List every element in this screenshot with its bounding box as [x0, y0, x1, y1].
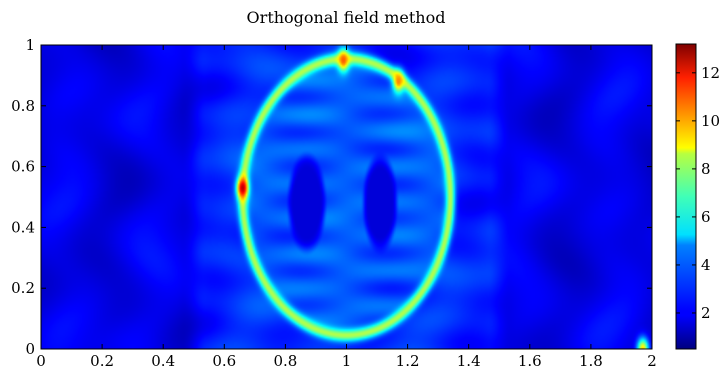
colorbar-tick-label: 6	[701, 208, 711, 226]
heatmap-image	[41, 45, 652, 349]
x-tick-label: 0	[36, 352, 46, 369]
colorbar-tick-label: 10	[701, 112, 720, 130]
y-tick-label: 0	[25, 340, 35, 358]
x-tick-label: 0.2	[90, 352, 114, 369]
x-tick-label: 1.8	[579, 352, 603, 369]
x-tick-label: 1	[342, 352, 352, 369]
colorbar-tick-label: 8	[701, 160, 711, 178]
y-tick-label: 1	[25, 36, 35, 54]
x-axis: 0 0.2 0.4 0.6 0.8 1 1.2 1.4 1.6 1.8 2	[36, 45, 657, 369]
x-tick-label: 1.2	[396, 352, 420, 369]
colorbar-frame	[675, 43, 697, 350]
x-tick-label: 0.8	[273, 352, 297, 369]
colorbar-ticks: 2 4 6 8 10 12	[676, 64, 720, 322]
y-tick-label: 0.6	[11, 158, 35, 176]
chart-title: Orthogonal field method	[247, 8, 446, 27]
x-tick-label: 2	[647, 352, 657, 369]
colorbar-tick-label: 12	[701, 64, 720, 82]
colorbar-tick-label: 2	[701, 304, 711, 322]
x-tick-label: 1.4	[457, 352, 481, 369]
x-tick-label: 0.6	[212, 352, 236, 369]
y-tick-label: 0.4	[11, 218, 35, 236]
y-axis: 0 0.2 0.4 0.6 0.8 1	[11, 36, 652, 358]
colorbar-tick-label: 4	[701, 256, 711, 274]
plot-area	[40, 44, 653, 350]
y-tick-label: 0.2	[11, 279, 35, 297]
y-tick-label: 0.8	[11, 97, 35, 115]
x-tick-label: 1.6	[518, 352, 542, 369]
colorbar-gradient	[676, 44, 696, 349]
colorbar: 2 4 6 8 10 12	[675, 43, 720, 350]
x-tick-label: 0.4	[151, 352, 175, 369]
